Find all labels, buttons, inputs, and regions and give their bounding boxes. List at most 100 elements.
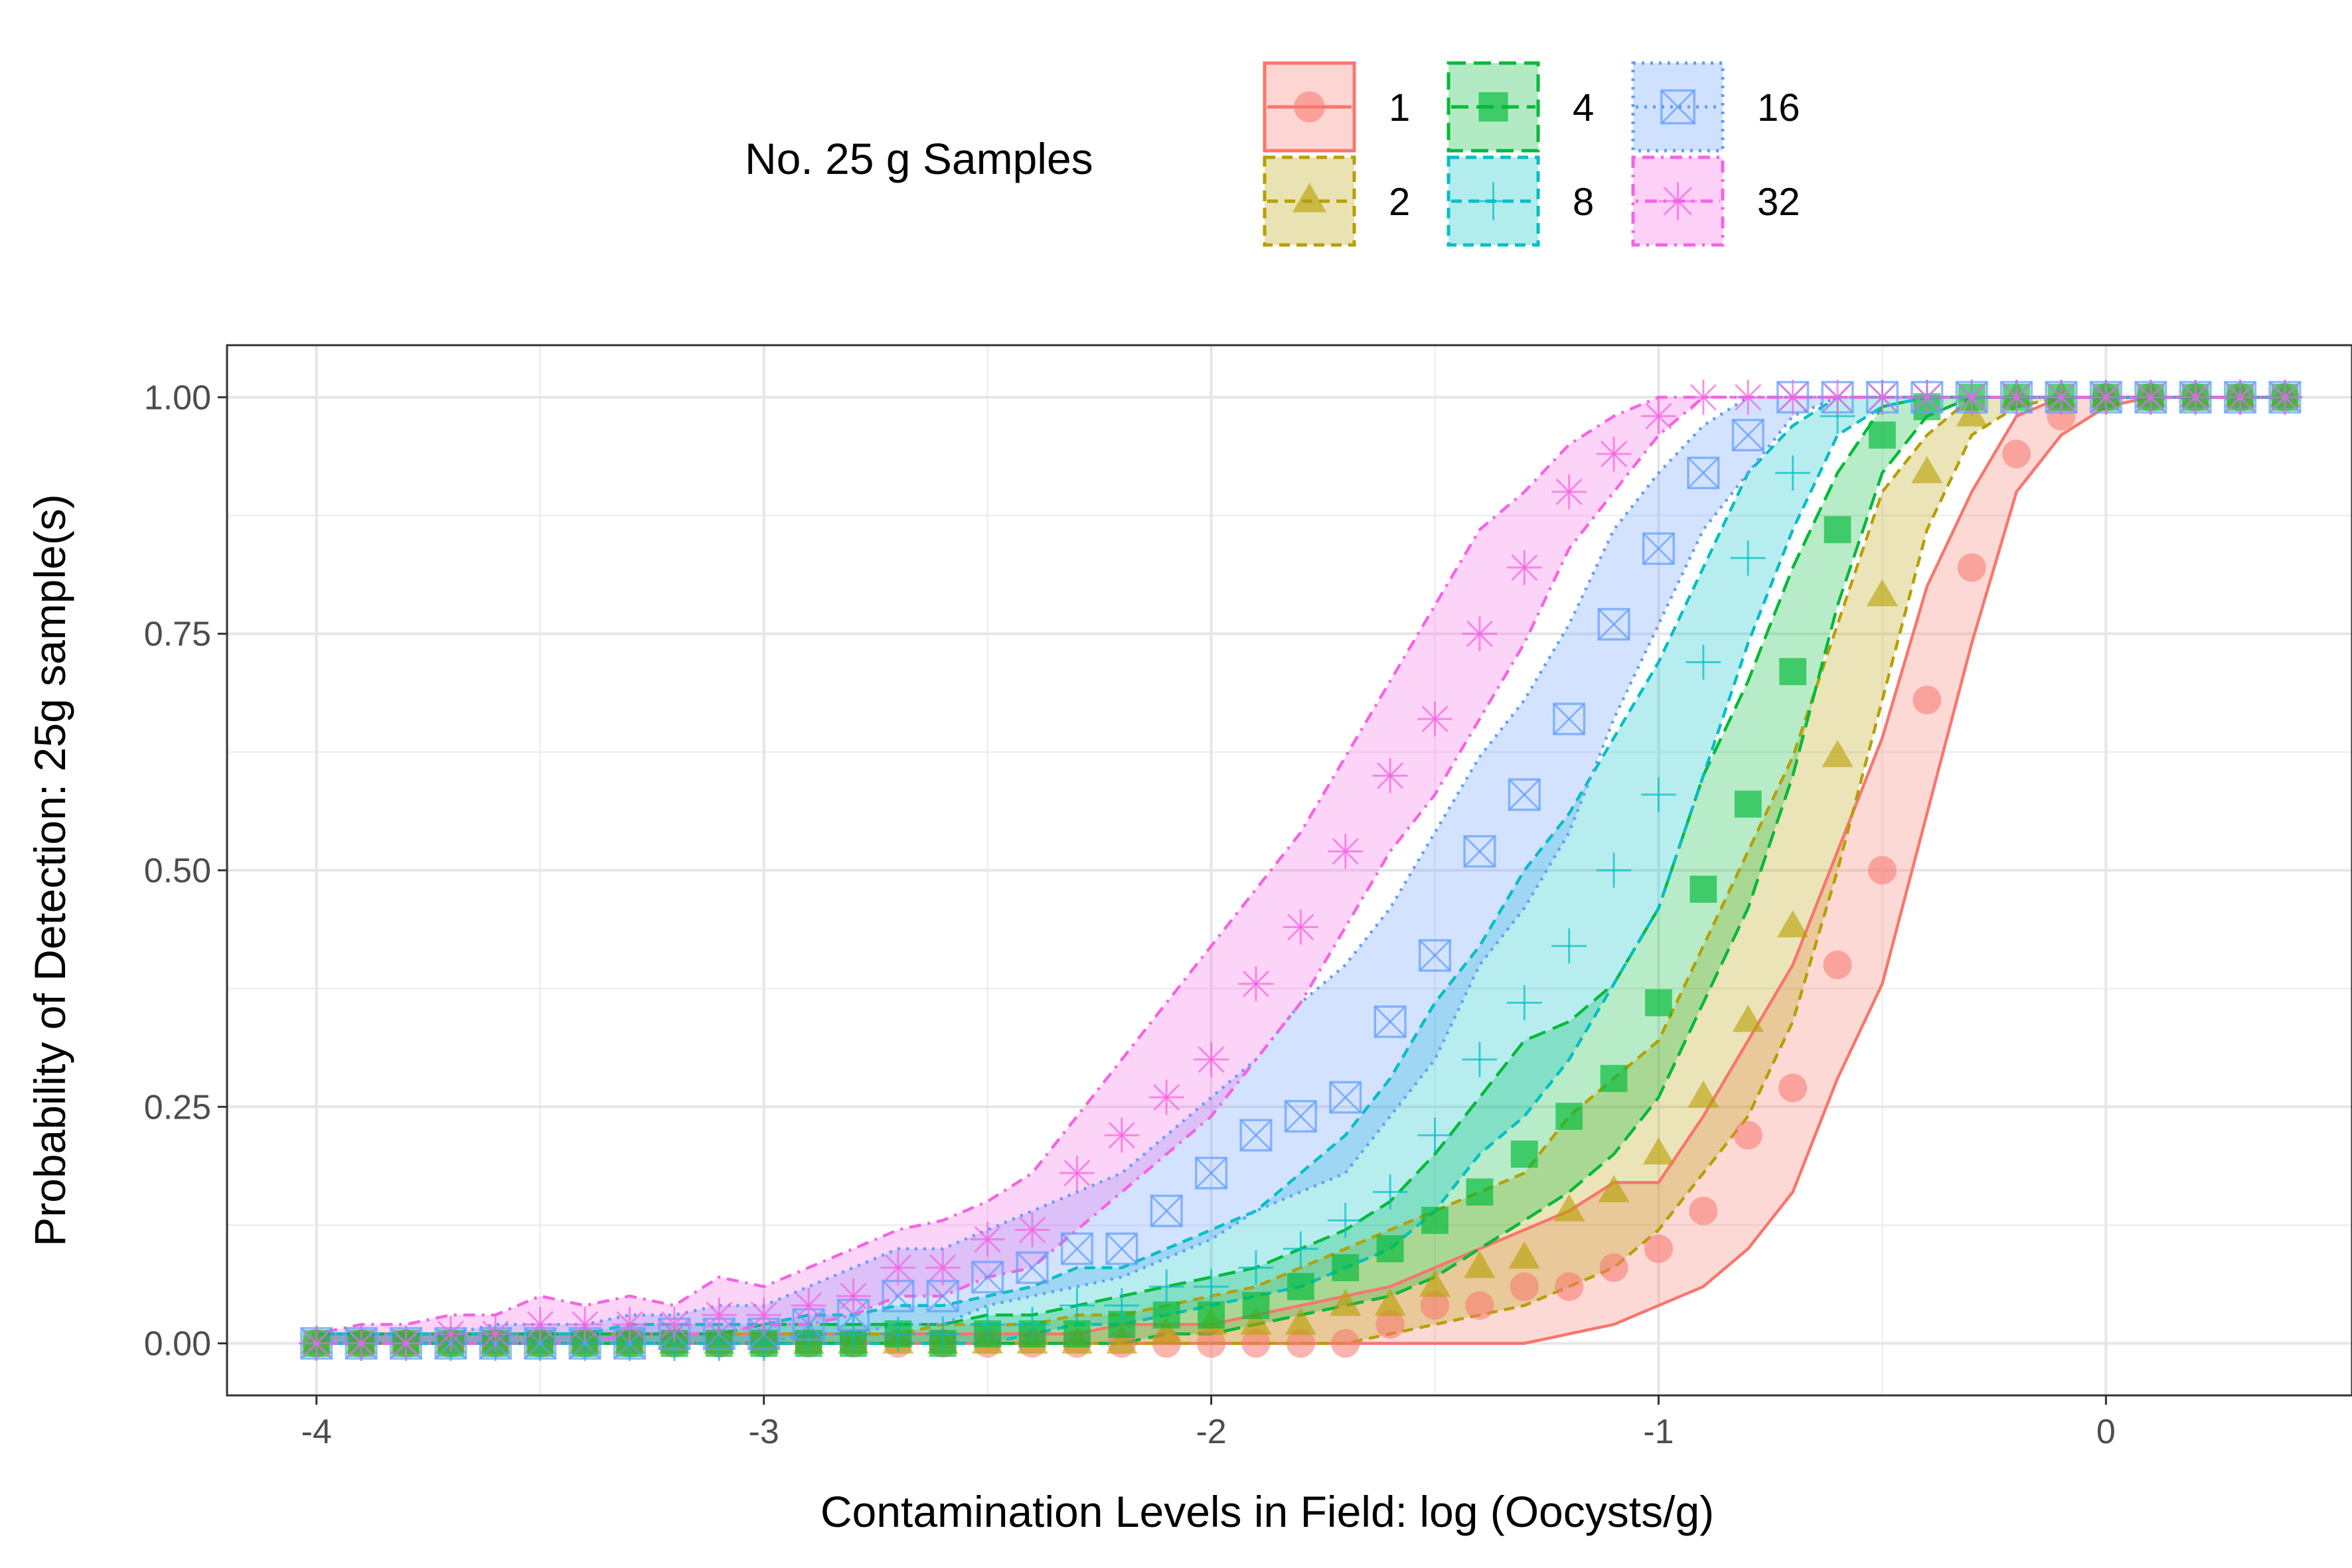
data-point-asterisk	[1999, 379, 2034, 415]
data-point-asterisk	[701, 1297, 737, 1333]
data-point-squarecross	[1418, 939, 1452, 972]
x-tick-label: -3	[749, 1413, 779, 1451]
data-point-circle	[1196, 1329, 1226, 1358]
data-point-asterisk	[1148, 1079, 1184, 1115]
data-point-plus	[1059, 1288, 1095, 1324]
data-point-plus	[880, 1316, 916, 1352]
data-point-plus	[1474, 182, 1513, 220]
data-point-asterisk	[477, 1316, 513, 1352]
data-point-asterisk	[657, 1306, 692, 1342]
data-point-asterisk	[1658, 182, 1697, 220]
data-point-triangle	[1419, 1269, 1451, 1297]
data-point-asterisk	[388, 1326, 424, 1362]
data-point-asterisk	[522, 1306, 558, 1342]
data-point-triangle	[1508, 1241, 1540, 1269]
data-point-circle	[1510, 1272, 1539, 1301]
data-point-asterisk	[1686, 379, 1721, 415]
data-point-asterisk	[2088, 379, 2124, 415]
data-point-asterisk	[1596, 436, 1632, 472]
data-point-asterisk	[2133, 379, 2169, 415]
data-point-asterisk	[1820, 379, 1855, 415]
ribbon-series-1	[316, 397, 2285, 1344]
data-point-asterisk	[880, 1250, 916, 1285]
data-point-asterisk	[1462, 616, 1498, 652]
y-tick-label: 0.75	[144, 615, 211, 654]
data-point-asterisk	[1238, 966, 1274, 1002]
data-point-squarecross	[1284, 1100, 1317, 1133]
legend-key-8: 8	[1447, 155, 1594, 247]
data-point-plus	[836, 1316, 871, 1352]
data-point-asterisk	[299, 1326, 335, 1362]
ribbon-series-4	[316, 397, 2285, 1344]
data-point-squarecross	[1329, 1081, 1362, 1114]
data-point-plus	[1596, 852, 1632, 888]
data-point-square	[1376, 1235, 1404, 1263]
data-point-asterisk	[1328, 834, 1364, 869]
data-point-circle	[1555, 1272, 1584, 1301]
data-point-plus	[1641, 777, 1676, 813]
data-point-square	[1869, 421, 1896, 449]
data-point-asterisk	[1551, 474, 1587, 510]
legend-label: 32	[1757, 181, 1800, 224]
data-point-asterisk	[2177, 379, 2213, 415]
data-point-squarecross	[1239, 1119, 1273, 1152]
data-point-circle	[1733, 1121, 1763, 1150]
data-point-asterisk	[1194, 1042, 1229, 1077]
data-point-triangle	[1374, 1289, 1406, 1316]
data-point-square	[1198, 1301, 1225, 1329]
data-point-squarecross	[1150, 1194, 1183, 1227]
y-tick-label: 0.50	[144, 852, 211, 890]
data-point-asterisk	[1372, 758, 1408, 793]
legend-key-16: 16	[1631, 61, 1800, 153]
data-point-circle	[1465, 1291, 1494, 1320]
data-point-circle	[1913, 685, 1942, 715]
data-point-asterisk	[1909, 379, 1945, 415]
y-tick-label: 1.00	[144, 378, 211, 417]
legend-key-32: 32	[1631, 155, 1800, 247]
data-point-plus	[1238, 1250, 1274, 1285]
data-point-square	[1824, 516, 1851, 544]
data-point-circle	[1867, 856, 1897, 885]
legend-label: 4	[1573, 86, 1594, 129]
data-point-circle	[1420, 1291, 1450, 1320]
data-point-asterisk	[1775, 379, 1811, 415]
data-point-square	[1555, 1103, 1583, 1130]
legend: No. 25 g Samples 1 2 4 8 16 32	[745, 61, 1800, 247]
y-tick-label: 0.00	[144, 1325, 211, 1364]
data-point-plus	[1551, 928, 1587, 964]
ribbon-series-32	[316, 397, 2285, 1344]
data-point-asterisk	[2267, 379, 2303, 415]
x-tick-label: -4	[301, 1413, 332, 1451]
legend-title: No. 25 g Samples	[745, 134, 1093, 183]
legend-label: 2	[1389, 181, 1410, 224]
data-point-triangle	[1330, 1289, 1362, 1316]
data-point-triangle	[1240, 1307, 1272, 1335]
data-point-square	[1063, 1320, 1091, 1348]
data-point-square	[1600, 1065, 1628, 1092]
data-point-asterisk	[746, 1297, 782, 1333]
data-point-squarecross	[1195, 1156, 1228, 1190]
data-point-triangle	[1866, 579, 1899, 607]
data-point-square	[1152, 1301, 1180, 1329]
data-point-asterisk	[836, 1278, 871, 1314]
data-point-triangle	[1642, 1137, 1675, 1165]
upper-bound-line-series-32	[316, 396, 2285, 1336]
data-point-squarecross	[1060, 1232, 1093, 1265]
data-point-asterisk	[1730, 379, 1766, 415]
data-point-circle	[1331, 1329, 1360, 1358]
data-point-plus	[1194, 1269, 1229, 1304]
data-point-square	[1510, 1140, 1538, 1168]
data-point-square	[1478, 92, 1508, 122]
data-point-triangle	[1732, 1004, 1764, 1032]
data-point-squarecross	[882, 1279, 915, 1312]
x-tick-label: 0	[2096, 1413, 2116, 1451]
data-point-squarecross	[1373, 1005, 1407, 1038]
data-point-squarecross	[1016, 1251, 1049, 1285]
data-point-asterisk	[2043, 379, 2079, 415]
legend-key-2: 2	[1263, 155, 1410, 247]
data-point-circle	[1778, 1073, 1808, 1103]
data-point-squarecross	[1553, 702, 1586, 736]
data-point-square	[1332, 1254, 1360, 1281]
